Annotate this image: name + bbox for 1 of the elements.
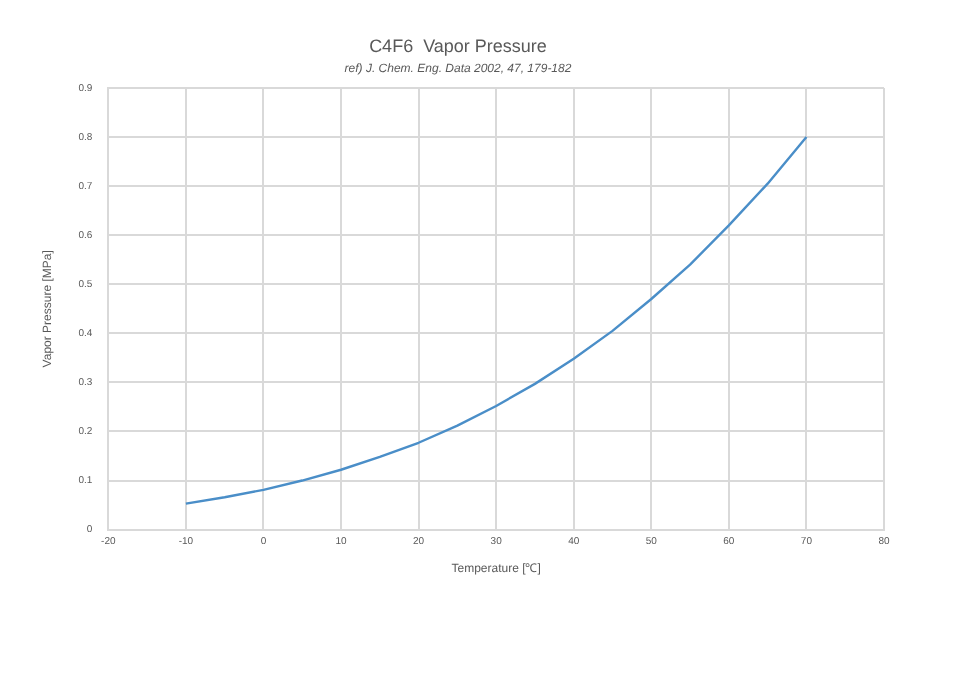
chart-title: C4F6 Vapor Pressure: [369, 35, 547, 56]
